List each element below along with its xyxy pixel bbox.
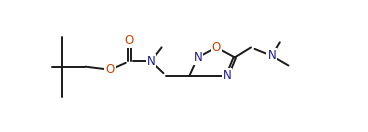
Text: N: N [268,49,276,62]
Text: O: O [106,63,115,76]
Text: N: N [223,69,231,82]
Text: N: N [194,51,202,64]
Text: N: N [146,55,155,68]
Text: O: O [125,34,134,47]
Text: O: O [212,41,221,54]
